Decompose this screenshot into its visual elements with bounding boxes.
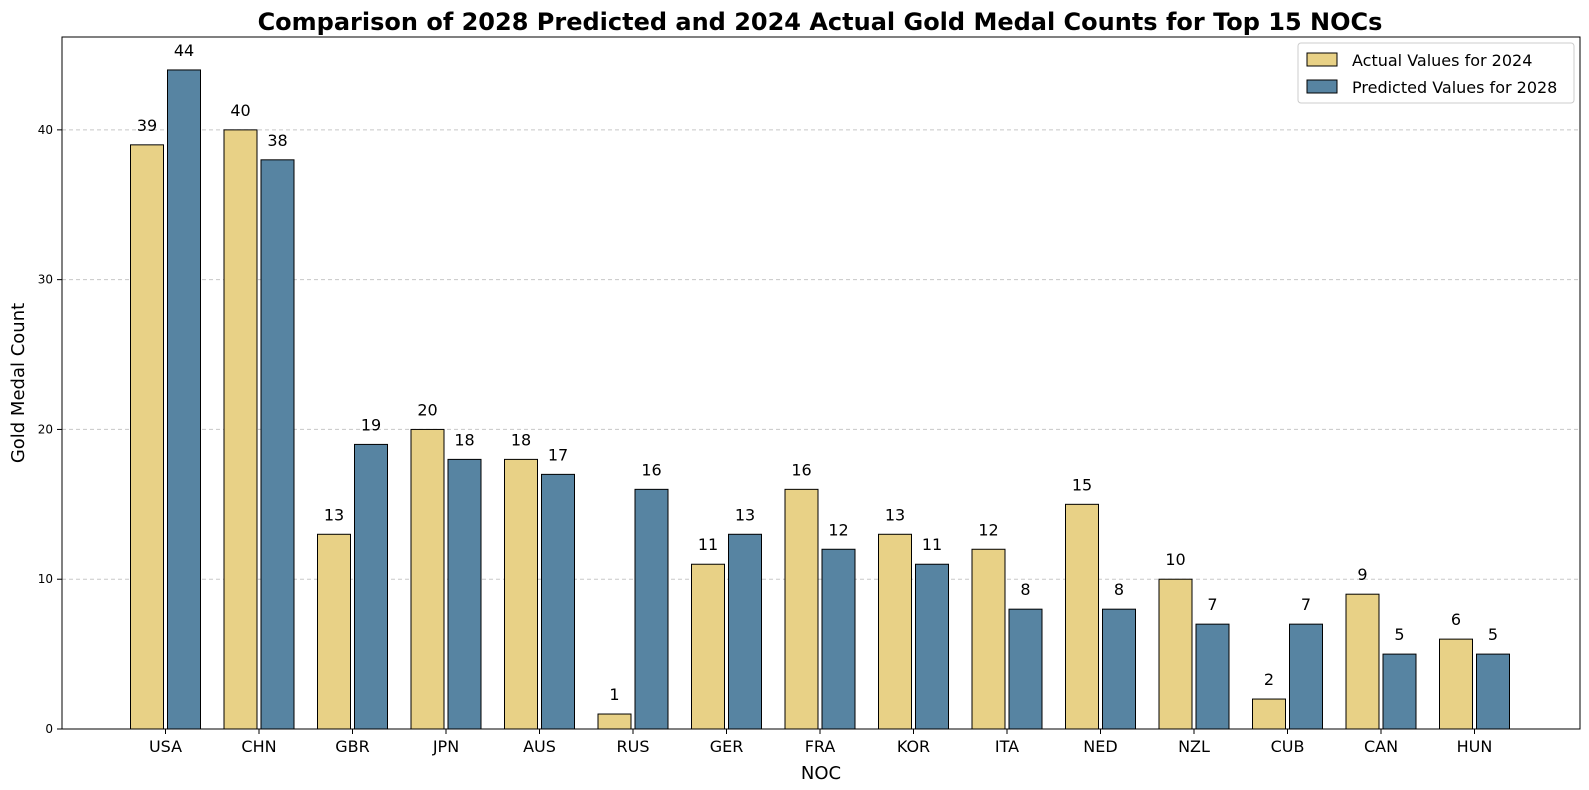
xtick-label-nzl: NZL [1178, 737, 1210, 756]
data-label-chn-predicted-2028: 38 [267, 131, 287, 150]
data-label-kor-predicted-2028: 11 [922, 535, 942, 554]
bar-cub-actual-2024 [1252, 698, 1286, 730]
legend-label-actual-2024: Actual Values for 2024 [1352, 51, 1532, 70]
data-label-fra-actual-2024: 16 [791, 460, 811, 479]
data-label-aus-predicted-2028: 17 [548, 445, 568, 464]
bar-kor-predicted-2028 [915, 563, 949, 730]
plot-frame [61, 36, 1581, 730]
bar-ger-actual-2024 [691, 563, 725, 730]
xtick-label-hun: HUN [1457, 737, 1493, 756]
xtick-label-aus: AUS [523, 737, 556, 756]
data-label-cub-actual-2024: 2 [1264, 670, 1274, 689]
bar-can-actual-2024 [1345, 593, 1380, 730]
bar-hun-predicted-2028 [1476, 653, 1510, 730]
data-label-cub-predicted-2028: 7 [1301, 595, 1311, 614]
ytick-label-10: 10 [38, 572, 53, 586]
bar-aus-predicted-2028 [541, 473, 575, 730]
bar-jpn-actual-2024 [410, 428, 445, 730]
data-label-can-predicted-2028: 5 [1394, 625, 1404, 644]
data-label-usa-predicted-2028: 44 [174, 41, 194, 60]
bar-rus-predicted-2028 [634, 488, 669, 730]
xtick-label-ita: ITA [995, 737, 1019, 756]
xtick-label-kor: KOR [897, 737, 930, 756]
data-label-kor-actual-2024: 13 [885, 505, 905, 524]
xtick-label-rus: RUS [617, 737, 650, 756]
data-label-rus-actual-2024: 1 [609, 685, 619, 704]
ytick-label-20: 20 [38, 422, 53, 436]
data-label-ita-actual-2024: 12 [978, 520, 998, 539]
data-label-ita-predicted-2028: 8 [1020, 580, 1030, 599]
legend-swatch-actual-2024 [1306, 52, 1338, 67]
xtick-label-ned: NED [1083, 737, 1117, 756]
data-label-usa-actual-2024: 39 [137, 116, 157, 135]
bar-chn-predicted-2028 [260, 159, 295, 730]
data-label-chn-actual-2024: 40 [230, 101, 250, 120]
data-label-hun-predicted-2028: 5 [1488, 625, 1498, 644]
xtick-label-usa: USA [149, 737, 182, 756]
xtick-label-fra: FRA [805, 737, 836, 756]
legend-swatch-predicted-2028 [1306, 79, 1338, 94]
data-label-aus-actual-2024: 18 [511, 430, 531, 449]
bar-ita-predicted-2028 [1008, 608, 1043, 730]
bar-kor-actual-2024 [878, 533, 912, 730]
data-labels-layer: 39 44 40 38 13 19 20 18 18 17 1 16 11 13 16 12 13 11 12 8 15… [137, 41, 1498, 704]
data-label-nzl-actual-2024: 10 [1165, 550, 1185, 569]
data-label-jpn-predicted-2028: 18 [454, 430, 474, 449]
xtick-label-can: CAN [1364, 737, 1398, 756]
bar-cub-predicted-2028 [1289, 623, 1323, 730]
bar-jpn-predicted-2028 [447, 458, 482, 730]
bar-usa-predicted-2028 [167, 69, 201, 730]
bar-ned-actual-2024 [1065, 503, 1099, 730]
data-label-can-actual-2024: 9 [1357, 565, 1367, 584]
xtick-label-jpn: JPN [432, 737, 459, 756]
ytick-label-30: 30 [38, 273, 53, 287]
bar-hun-actual-2024 [1439, 638, 1473, 730]
chart-title: Comparison of 2028 Predicted and 2024 Ac… [258, 8, 1383, 36]
data-label-gbr-predicted-2028: 19 [361, 415, 381, 434]
bar-nzl-predicted-2028 [1195, 623, 1230, 730]
data-label-gbr-actual-2024: 13 [324, 505, 344, 524]
x-axis-label: NOC [801, 763, 841, 784]
bar-gbr-actual-2024 [317, 533, 351, 730]
bar-fra-predicted-2028 [821, 548, 856, 730]
legend-label-predicted-2028: Predicted Values for 2028 [1352, 78, 1557, 97]
data-label-rus-predicted-2028: 16 [641, 460, 661, 479]
ytick-label-40: 40 [38, 123, 53, 137]
bar-aus-actual-2024 [504, 458, 538, 730]
legend-box [1297, 42, 1575, 104]
data-label-nzl-predicted-2028: 7 [1207, 595, 1217, 614]
bar-usa-actual-2024 [130, 144, 164, 730]
ytick-label-0: 0 [45, 722, 53, 736]
y-axis: 0 10 20 30 40 [38, 123, 62, 736]
data-label-fra-predicted-2028: 12 [828, 520, 848, 539]
data-label-ned-predicted-2028: 8 [1114, 580, 1124, 599]
y-axis-label: Gold Medal Count [8, 303, 29, 463]
data-label-ned-actual-2024: 15 [1072, 475, 1092, 494]
data-label-jpn-actual-2024: 20 [417, 400, 437, 419]
bar-rus-actual-2024 [597, 713, 632, 730]
x-axis: USA CHN GBR JPN AUS RUS GER FRA KOR ITA NED NZL CUB C… [149, 729, 1492, 756]
xtick-label-gbr: GBR [335, 737, 370, 756]
bar-gbr-predicted-2028 [354, 443, 388, 730]
xtick-label-chn: CHN [241, 737, 276, 756]
bar-ger-predicted-2028 [728, 533, 762, 730]
data-label-ger-actual-2024: 11 [698, 535, 718, 554]
xtick-label-cub: CUB [1271, 737, 1305, 756]
bar-nzl-actual-2024 [1158, 578, 1193, 730]
legend: Actual Values for 2024 Predicted Values … [1297, 42, 1575, 104]
bar-chn-actual-2024 [223, 129, 258, 730]
data-label-hun-actual-2024: 6 [1451, 610, 1461, 629]
data-label-ger-predicted-2028: 13 [735, 505, 755, 524]
bar-ita-actual-2024 [971, 548, 1006, 730]
xtick-label-ger: GER [710, 737, 744, 756]
grid-layer [62, 129, 1580, 580]
bar-can-predicted-2028 [1382, 653, 1417, 730]
bar-ned-predicted-2028 [1102, 608, 1136, 730]
bar-fra-actual-2024 [784, 488, 819, 730]
